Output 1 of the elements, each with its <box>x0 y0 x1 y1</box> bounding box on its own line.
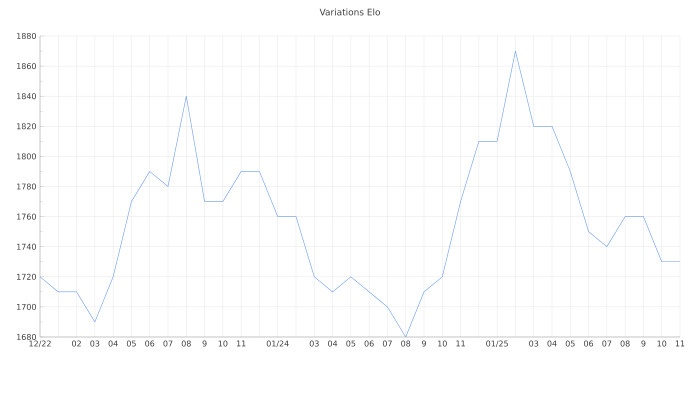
chart-title: Variations Elo <box>320 8 380 16</box>
